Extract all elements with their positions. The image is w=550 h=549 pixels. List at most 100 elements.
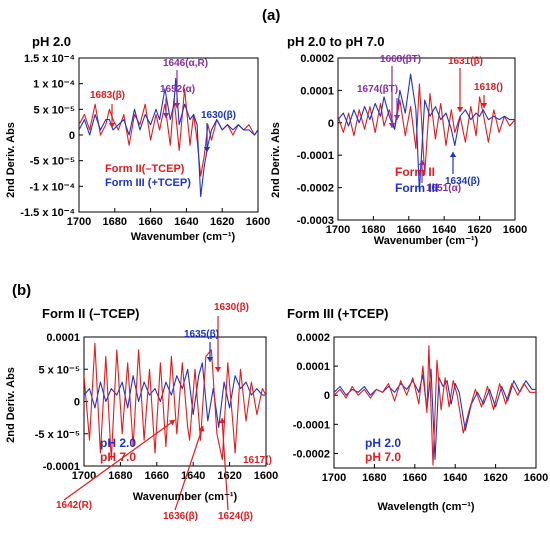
x-tick-label: 1620 [467,224,491,236]
chart-b-left-ylabel: 2nd Deriv. Abs [5,367,17,443]
y-tick-label: 0 [324,390,330,402]
peak-annotation: 1618() [474,82,503,93]
y-tick-label: 5 x 10⁻⁵ [33,104,75,116]
peak-arrow-head [456,107,464,112]
x-tick-label: 1600 [246,216,270,228]
x-tick-label: 1680 [362,472,386,484]
peak-arrow-head [206,357,214,362]
x-tick-label: 1640 [174,216,198,228]
peak-annotation: 1630(β) [214,302,249,313]
peak-arrow [174,425,204,511]
chart-b-left-xlabel: Wavenumber (cm⁻¹) [133,491,238,503]
chart-a-right-ylabel: 2nd Deriv. Abs [270,122,282,198]
chart-a-left-xlabel: Wavenumber (cm⁻¹) [131,231,236,243]
y-tick-label: -0.0002 [297,183,334,195]
peak-annotation: 1635(β) [184,329,219,340]
peak-annotation: 1651(α) [426,183,461,194]
chart-a-right-xlabel: Wavenumber (cm⁻¹) [374,235,479,247]
x-tick-label: 1680 [361,224,385,236]
x-tick-label: 1700 [67,216,91,228]
peak-annotation: 1630(β) [201,110,236,121]
chart-a-left-legend-form2: Form II(–TCEP) [105,163,185,175]
y-tick-label: 0.0001 [296,361,330,373]
x-tick-label: 1600 [254,470,278,482]
chart-b-right-legend-ph2: pH 2.0 [365,436,401,450]
y-tick-label: 0 [328,118,334,130]
y-tick-label: -5 x 10⁻⁵ [35,429,80,441]
peak-arrow-head [169,420,175,426]
chart-b-right-xlabel: Wavelength (cm⁻¹) [377,501,474,513]
chart-a-right-legend-form2: Form II [395,165,435,179]
peak-arrow-head [449,152,457,157]
x-tick-label: 1600 [503,224,527,236]
chart-b-right-frame [333,336,537,469]
x-tick-label: 1640 [443,472,467,484]
peak-arrow-head [214,367,222,372]
peak-annotation: 1668(βT) [380,54,421,65]
chart-b-left-title: Form II (–TCEP) [42,306,140,321]
y-tick-label: -0.0002 [293,448,330,460]
peak-arrow-head [173,103,181,108]
y-tick-label: -0.0003 [297,215,334,227]
panel-letter-a: (a) [262,7,280,24]
y-tick-label: 0 [74,397,80,409]
peak-arrow-head [203,147,211,152]
x-tick-label: 1640 [432,224,456,236]
chart-b-left-legend-ph7: pH 7.0 [100,450,136,464]
x-tick-label: 1620 [217,470,241,482]
y-tick-label: -5 x 10⁻⁵ [30,156,75,168]
x-tick-label: 1680 [103,216,127,228]
peak-annotation: 1646(α,R) [163,58,208,69]
chart-a-left-ylabel: 2nd Deriv. Abs [5,122,17,198]
peak-arrow [63,419,176,501]
y-tick-label: 0.0002 [296,332,330,344]
peak-arrow-head [108,123,116,128]
series-line-red [338,83,515,176]
chart-a-left-title: pH 2.0 [32,34,71,49]
peak-annotation: 1642(R) [56,500,92,511]
peak-annotation: 1636(β) [163,511,198,522]
peak-annotation: 1634(β) [445,176,480,187]
chart-b-left: Form II (–TCEP) 1700 1680 1660 1640 1620 1600… [5,302,278,522]
peak-arrow-head [198,426,205,432]
x-tick-label: 1660 [145,470,169,482]
chart-b-right-title: Form III (+TCEP) [287,306,388,321]
peak-arrow-head [162,113,170,118]
series-line-blue [338,73,515,192]
x-tick-label: 1700 [322,472,346,484]
y-tick-label: -1 x 10⁻⁴ [30,181,76,193]
y-tick-label: 5 x 10⁻⁵ [38,364,80,376]
series-line-red [334,345,536,466]
chart-a-left: pH 2.0 1700 1680 1660 1640 1620 1600 -1.5 x 10… [5,34,270,243]
chart-a-left-legend-form3: Form III (+TCEP) [105,177,191,189]
x-tick-label: 1600 [524,472,548,484]
x-tick-label: 1680 [108,470,132,482]
peak-annotation: 1617() [243,455,272,466]
x-tick-label: 1660 [397,224,421,236]
chart-a-right: pH 2.0 to pH 7.0 1700 1680 1660 1640 1620 160… [270,34,527,247]
chart-b-right: Form III (+TCEP) 1700 1680 1660 1640 1620 160… [287,306,548,513]
y-tick-label: 0 [69,130,75,142]
chart-a-right-title: pH 2.0 to pH 7.0 [287,34,385,49]
x-tick-label: 1660 [138,216,162,228]
peak-arrow [221,417,229,511]
peak-arrow-head [388,123,396,128]
y-tick-label: 1.5 x 10⁻⁴ [24,53,75,65]
peak-annotation: 1674(βT) [357,84,398,95]
chart-b-left-legend-ph2: pH 2.0 [100,436,136,450]
peak-arrow-head [219,418,226,424]
series-line-blue [334,368,536,460]
y-tick-label: -0.0001 [293,419,330,431]
series-line-red [84,342,266,461]
peak-annotation: 1624(β) [218,511,253,522]
x-tick-label: 1700 [72,470,96,482]
chart-a-right-frame [337,57,516,221]
peak-arrow-head [418,160,426,165]
y-tick-label: 0.0002 [300,53,334,65]
chart-a-right-legend-form3: Form III [395,181,438,195]
peak-arrow-head [393,115,401,120]
y-tick-label: 1 x 10⁻⁴ [33,79,75,91]
y-tick-label: -0.0001 [43,461,80,473]
chart-b-right-legend-ph7: pH 7.0 [365,450,401,464]
